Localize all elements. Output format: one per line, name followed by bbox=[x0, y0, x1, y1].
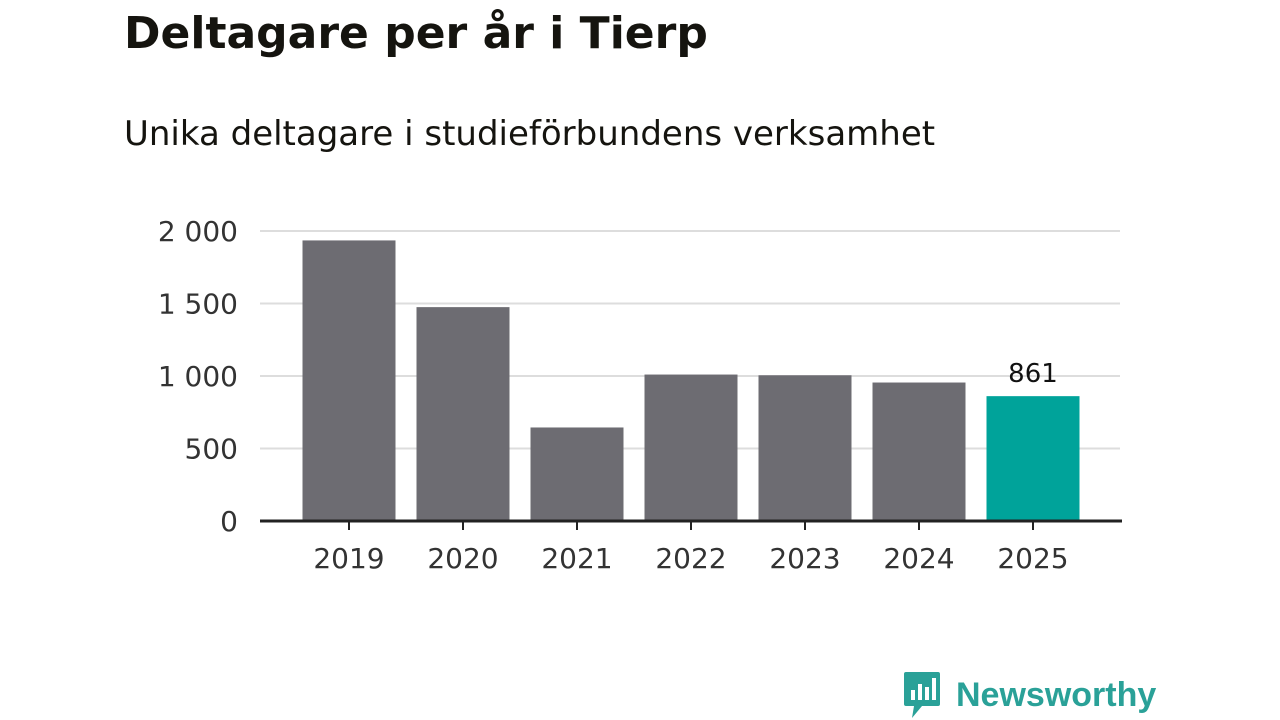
x-tick-label: 2021 bbox=[541, 542, 612, 575]
bar-2019 bbox=[302, 240, 396, 522]
y-axis-ticks: 0 500 1 000 1 500 2 000 bbox=[158, 215, 238, 538]
bar-2020 bbox=[416, 307, 510, 521]
x-tick-label: 2020 bbox=[427, 542, 498, 575]
bars bbox=[302, 240, 1080, 522]
bar-2025 bbox=[986, 396, 1080, 521]
chart-title: Deltagare per år i Tierp bbox=[124, 8, 708, 59]
bar-2024 bbox=[872, 382, 966, 521]
y-tick-label: 500 bbox=[185, 433, 238, 466]
chart-subtitle: Unika deltagare i studieförbundens verks… bbox=[124, 114, 936, 154]
y-tick-label: 2 000 bbox=[158, 215, 238, 248]
y-tick-label: 0 bbox=[220, 505, 238, 538]
x-tick-label: 2022 bbox=[655, 542, 726, 575]
chart-speech-bubble-icon bbox=[904, 672, 940, 718]
y-tick-label: 1 000 bbox=[158, 360, 238, 393]
x-tick-label: 2025 bbox=[997, 542, 1068, 575]
x-tick-label: 2024 bbox=[883, 542, 954, 575]
brand-name: Newsworthy bbox=[956, 675, 1157, 714]
brand-logo: Newsworthy bbox=[902, 670, 1156, 720]
bar-2021 bbox=[530, 427, 624, 521]
bar-2023 bbox=[758, 375, 852, 521]
data-label: 861 bbox=[1008, 359, 1058, 389]
x-tick-label: 2019 bbox=[313, 542, 384, 575]
x-tick-label: 2023 bbox=[769, 542, 840, 575]
data-labels: 861 bbox=[1008, 359, 1058, 389]
y-tick-label: 1 500 bbox=[158, 288, 238, 321]
bar-2022 bbox=[644, 374, 738, 521]
x-axis-ticks: 2019 2020 2021 2022 2023 2024 2025 bbox=[313, 521, 1069, 575]
